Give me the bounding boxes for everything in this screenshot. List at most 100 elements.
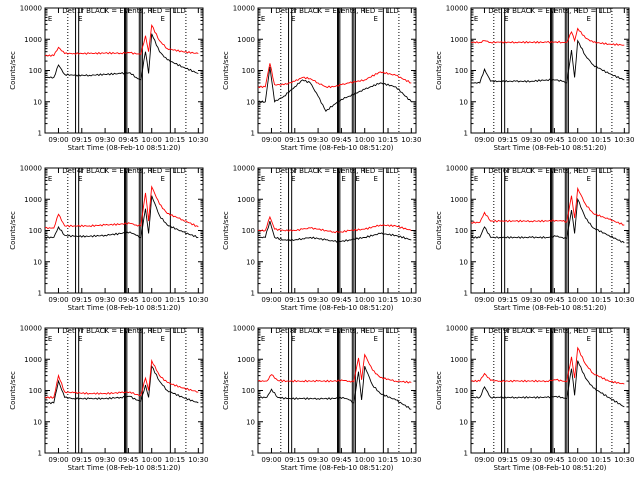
x-tick-label: 09:00 [261,456,281,464]
y-tick-label: 1000 [237,356,255,364]
event-marker: E [355,175,359,183]
x-tick-label: 09:00 [474,296,494,304]
y-tick-label: 100 [242,67,255,75]
x-tick-label: 09:30 [308,136,328,144]
y-tick-label: 10 [33,98,42,106]
y-tick-label: 10000 [446,5,468,13]
x-tick-label: 09:15 [285,296,305,304]
series-lld-line [258,353,412,384]
y-tick-label: 10 [459,98,468,106]
x-tick-label: 10:15 [378,136,398,144]
x-tick-label: 09:45 [331,296,351,304]
series-lld-line [471,346,625,385]
event-marker: E [160,15,164,23]
x-tick-label: 10:30 [614,296,634,304]
event-marker: E [160,335,164,343]
event-marker: E [48,15,52,23]
series-events-line [258,220,412,243]
series-events-line [45,364,199,405]
event-marker: E [78,335,82,343]
event-marker: E [586,15,590,23]
x-tick-label: 10:15 [591,136,611,144]
series-lld-line [45,358,199,399]
y-tick-label: 1000 [24,196,42,204]
chart-title: Det 1f BLACK = Events, RED = LLD [62,7,185,15]
x-tick-label: 09:30 [308,456,328,464]
x-axis-label: Start Time (08-Feb-10 08:51:20) [493,304,606,312]
y-tick-label: 1000 [24,356,42,364]
y-tick-label: 100 [455,387,468,395]
x-tick-label: 09:15 [498,456,518,464]
y-tick-label: 100 [29,67,42,75]
y-tick-label: 10000 [20,5,42,13]
x-tick-label: 09:45 [118,296,138,304]
x-tick-label: 10:30 [401,456,421,464]
x-tick-label: 10:30 [401,136,421,144]
x-tick-label: 10:30 [188,296,208,304]
series-events-line [258,66,412,112]
y-tick-label: 1 [38,290,42,298]
event-marker: E [586,335,590,343]
x-tick-label: 09:15 [72,296,92,304]
y-tick-label: 10000 [233,165,255,173]
y-tick-label: 1 [464,130,468,138]
x-tick-label: 09:45 [331,136,351,144]
y-axis-label: Counts/sec [9,371,17,410]
panel-det-3: Det 3f BLACK = Events, RED = LLD 1 10 100 10… [435,5,634,153]
x-tick-label: 10:00 [355,296,375,304]
series-lld-line [258,215,412,234]
x-tick-label: 09:15 [285,456,305,464]
plot-frame [470,7,630,134]
event-marker: E [261,175,265,183]
x-tick-label: 10:30 [614,136,634,144]
event-marker: E [474,175,478,183]
y-axis-label: Counts/sec [9,211,17,250]
x-tick-label: 09:00 [48,456,68,464]
chart-title: Det 4f BLACK = Events, RED = LLD [62,167,185,175]
y-tick-label: 10000 [233,325,255,333]
x-tick-label: 09:30 [308,296,328,304]
x-axis-label: Start Time (08-Feb-10 08:51:20) [493,464,606,472]
y-tick-label: 100 [455,67,468,75]
series-lld-line [471,27,625,46]
x-tick-label: 10:30 [401,296,421,304]
y-axis-label: Counts/sec [435,371,443,410]
event-marker: E [291,15,295,23]
series-lld-line [45,185,199,230]
plot-frame [257,327,417,454]
x-axis-label: Start Time (08-Feb-10 08:51:20) [67,464,180,472]
x-tick-label: 10:15 [165,136,185,144]
x-tick-label: 09:30 [521,456,541,464]
y-tick-label: 10 [459,418,468,426]
chart-title: Det 9f BLACK = Events, RED = LLD [488,327,611,335]
y-tick-label: 10 [246,98,255,106]
plot-frame [470,327,630,454]
y-tick-label: 10000 [233,5,255,13]
event-marker: E [341,175,345,183]
plot-frame [257,7,417,134]
y-tick-label: 100 [242,387,255,395]
event-marker: E [261,15,265,23]
x-tick-label: 10:00 [568,456,588,464]
event-marker: E [373,335,377,343]
x-tick-label: 09:45 [544,456,564,464]
x-axis-label: Start Time (08-Feb-10 08:51:20) [280,304,393,312]
y-tick-label: 10000 [446,325,468,333]
event-marker: E [373,175,377,183]
y-tick-label: 1 [464,290,468,298]
x-tick-label: 09:15 [498,136,518,144]
x-tick-label: 10:00 [355,456,375,464]
x-axis-label: Start Time (08-Feb-10 08:51:20) [67,304,180,312]
x-tick-label: 09:45 [544,136,564,144]
chart-title: Det 2f BLACK = Events, RED = LLD [275,7,398,15]
x-tick-label: 09:30 [521,136,541,144]
y-axis-label: Counts/sec [222,51,230,90]
y-tick-label: 100 [29,227,42,235]
y-tick-label: 1000 [450,356,468,364]
y-axis-label: Counts/sec [222,371,230,410]
x-tick-label: 09:30 [521,296,541,304]
series-lld-line [471,186,625,226]
y-tick-label: 10 [33,258,42,266]
event-marker: E [78,175,82,183]
x-tick-label: 09:15 [72,136,92,144]
